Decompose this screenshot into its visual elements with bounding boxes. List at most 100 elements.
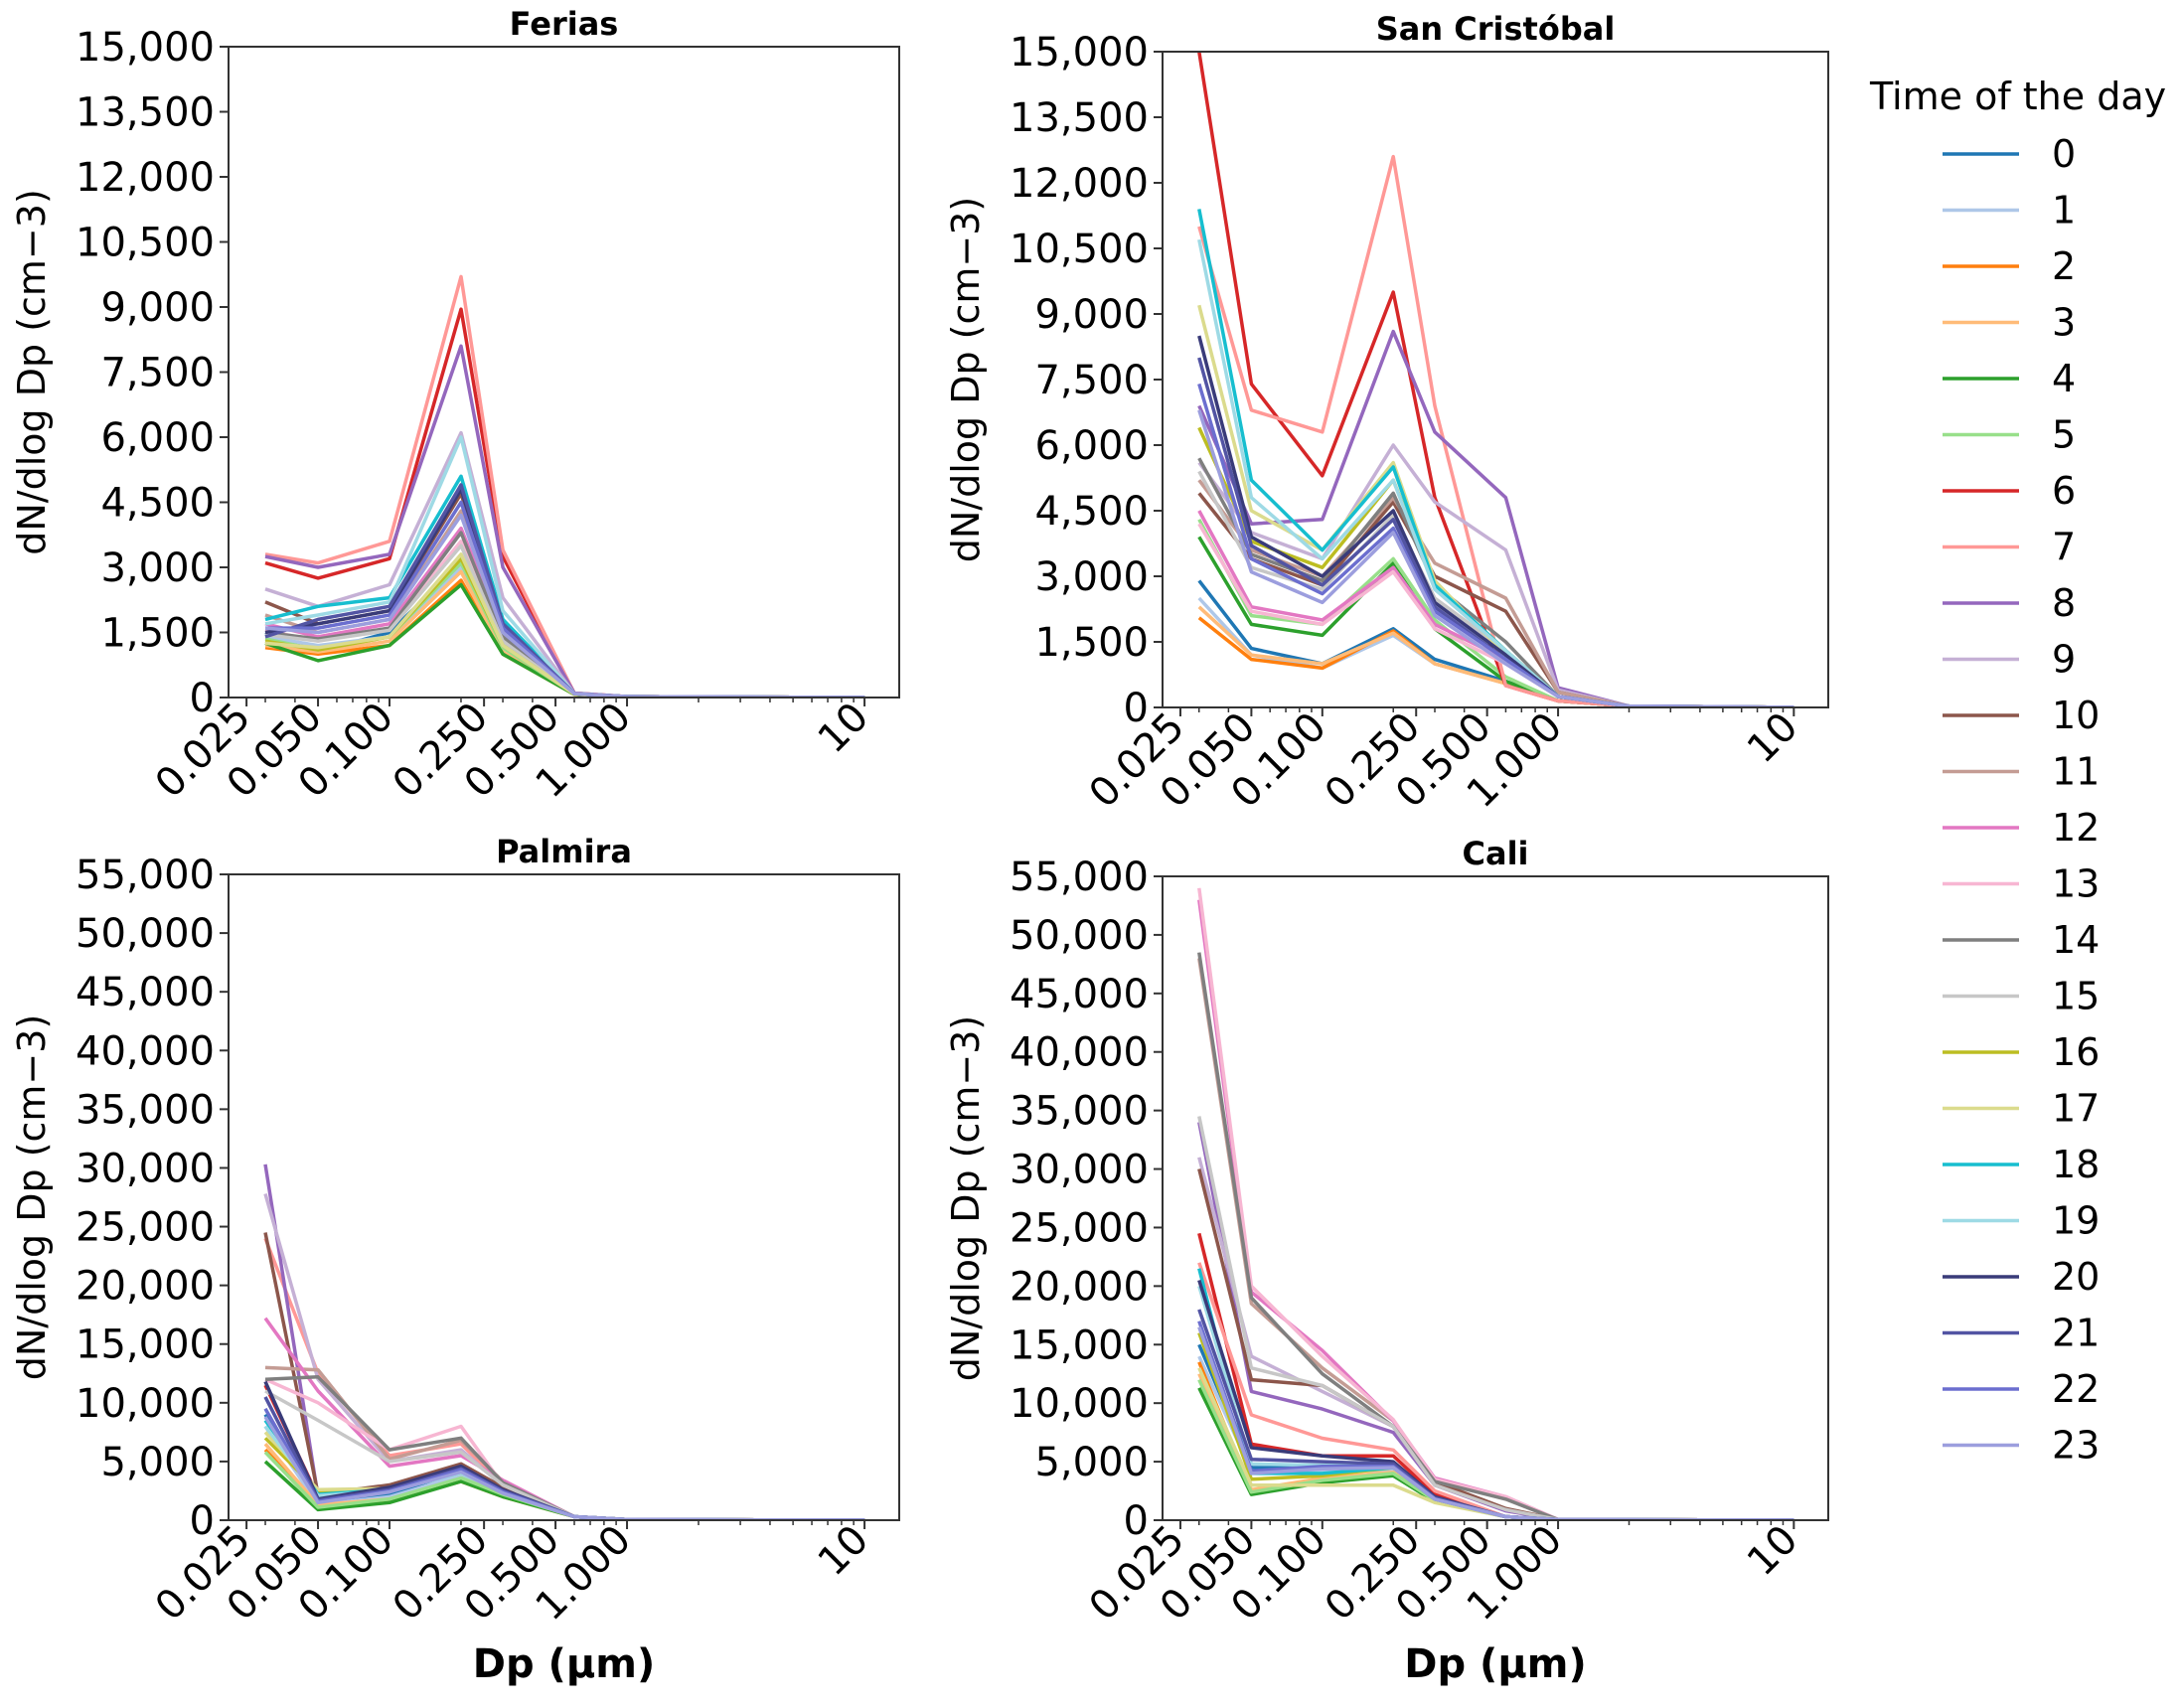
- y-tick-label: 0: [190, 676, 215, 721]
- y-tick-label: 30,000: [1010, 1148, 1149, 1193]
- y-tick-label: 4,500: [100, 481, 215, 527]
- panel-title: Ferias: [510, 5, 619, 43]
- legend-label-22: 22: [2052, 1367, 2100, 1411]
- x-tick-label: 10: [810, 1517, 878, 1586]
- legend-label-5: 5: [2052, 413, 2076, 457]
- y-tick-label: 0: [190, 1498, 215, 1544]
- y-tick-label: 1,500: [1034, 620, 1149, 666]
- y-tick-label: 9,000: [100, 285, 215, 331]
- y-tick-label: 10,500: [1010, 227, 1149, 272]
- series-group: [264, 274, 865, 698]
- y-tick-label: 9,000: [1034, 292, 1149, 338]
- y-tick-label: 20,000: [76, 1264, 215, 1310]
- y-tick-label: 55,000: [76, 853, 215, 898]
- y-tick-label: 45,000: [1010, 972, 1149, 1017]
- y-tick-label: 12,000: [1010, 161, 1149, 207]
- series-line-9: [264, 430, 865, 698]
- series-line-11: [1197, 958, 1794, 1520]
- series-line-7: [263, 1237, 865, 1520]
- series-line-10: [263, 1232, 865, 1520]
- y-tick-label: 0: [1124, 686, 1149, 731]
- series-line-4: [1197, 1387, 1794, 1520]
- x-tick-label: 10: [1739, 704, 1807, 773]
- y-tick-label: 20,000: [1010, 1264, 1149, 1310]
- y-tick-label: 15,000: [1010, 1322, 1149, 1368]
- legend-label-15: 15: [2052, 975, 2100, 1018]
- panel-title: Cali: [1462, 835, 1528, 872]
- y-tick-label: 45,000: [76, 970, 215, 1015]
- y-tick-label: 25,000: [76, 1205, 215, 1251]
- legend: Time of the day 012345678910111213141516…: [1869, 75, 2166, 1468]
- y-tick-label: 7,500: [1034, 358, 1149, 403]
- panel-title: Palmira: [496, 833, 632, 870]
- y-tick-label: 5,000: [1034, 1440, 1149, 1485]
- y-axis-label: dN/dlog Dp (cm−3): [10, 1014, 54, 1381]
- x-tick-label: 10: [1739, 1517, 1807, 1586]
- y-tick-label: 1,500: [100, 611, 215, 657]
- y-tick-label: 15,000: [76, 25, 215, 71]
- legend-title: Time of the day: [1869, 75, 2166, 118]
- series-line-16: [263, 1437, 865, 1520]
- y-axis-label: dN/dlog Dp (cm−3): [10, 189, 54, 555]
- series-line-9: [263, 1193, 865, 1520]
- y-tick-label: 50,000: [76, 911, 215, 957]
- legend-label-8: 8: [2052, 581, 2076, 625]
- legend-label-2: 2: [2052, 244, 2076, 288]
- series-group: [1197, 52, 1794, 707]
- y-tick-label: 35,000: [76, 1087, 215, 1133]
- legend-label-9: 9: [2052, 638, 2076, 682]
- legend-label-12: 12: [2052, 806, 2100, 850]
- series-line-22: [265, 500, 865, 698]
- panel-san-cristobal: 0 1,500 3,000 4,500 6,000 7,500 9,000 10,500 12,…: [944, 10, 1829, 817]
- legend-label-4: 4: [2052, 357, 2076, 400]
- y-tick-label: 6,000: [100, 415, 215, 461]
- legend-label-18: 18: [2052, 1143, 2100, 1186]
- y-tick-label: 25,000: [1010, 1205, 1149, 1251]
- y-tick-label: 50,000: [1010, 913, 1149, 959]
- y-tick-label: 10,000: [76, 1381, 215, 1427]
- legend-label-11: 11: [2052, 750, 2100, 794]
- series-line-6: [1197, 52, 1794, 707]
- x-axis-label: Dp (µm): [1404, 1641, 1586, 1687]
- legend-label-16: 16: [2052, 1030, 2100, 1074]
- y-tick-label: 40,000: [1010, 1030, 1149, 1076]
- y-tick-label: 55,000: [1010, 854, 1149, 900]
- panel-title: San Cristóbal: [1376, 10, 1616, 48]
- series-line-2: [263, 1448, 865, 1520]
- plot-frame: [1162, 875, 1829, 1521]
- legend-label-20: 20: [2052, 1255, 2100, 1299]
- y-tick-label: 0: [1124, 1498, 1149, 1544]
- legend-label-6: 6: [2052, 469, 2076, 513]
- y-tick-label: 7,500: [100, 351, 215, 396]
- y-tick-label: 10,500: [76, 221, 215, 266]
- y-tick-label: 6,000: [1034, 423, 1149, 469]
- series-line-23: [264, 513, 865, 698]
- legend-label-19: 19: [2052, 1199, 2100, 1243]
- plot-frame: [228, 46, 900, 699]
- y-tick-label: 13,500: [76, 90, 215, 136]
- panel-palmira: 0 5,000 10,000 15,000 20,000 25,000 30,000 35,0…: [10, 833, 900, 1687]
- x-tick-label: 10: [810, 695, 878, 763]
- y-tick-label: 15,000: [1010, 30, 1149, 76]
- series-group: [263, 1164, 865, 1520]
- series-line-3: [263, 1443, 865, 1520]
- y-tick-label: 4,500: [1034, 489, 1149, 535]
- legend-label-1: 1: [2052, 189, 2076, 233]
- panel-ferias: 0 1,500 3,000 4,500 6,000 7,500 9,000 10,500 12,…: [10, 5, 900, 807]
- panel-cali: 0 5,000 10,000 15,000 20,000 25,000 30,000 35,0…: [944, 835, 1829, 1687]
- y-tick-label: 35,000: [1010, 1089, 1149, 1135]
- legend-label-7: 7: [2052, 526, 2076, 569]
- series-line-19: [1197, 238, 1794, 707]
- legend-label-0: 0: [2052, 132, 2076, 176]
- y-tick-label: 13,500: [1010, 95, 1149, 141]
- legend-label-17: 17: [2052, 1087, 2100, 1131]
- series-line-11: [264, 509, 865, 698]
- series-group: [1197, 887, 1794, 1520]
- series-line-8: [263, 1164, 865, 1520]
- series-line-18: [264, 474, 865, 698]
- series-line-7: [1197, 1262, 1794, 1520]
- series-line-22: [1197, 1320, 1794, 1520]
- x-axis-label: Dp (µm): [473, 1641, 655, 1687]
